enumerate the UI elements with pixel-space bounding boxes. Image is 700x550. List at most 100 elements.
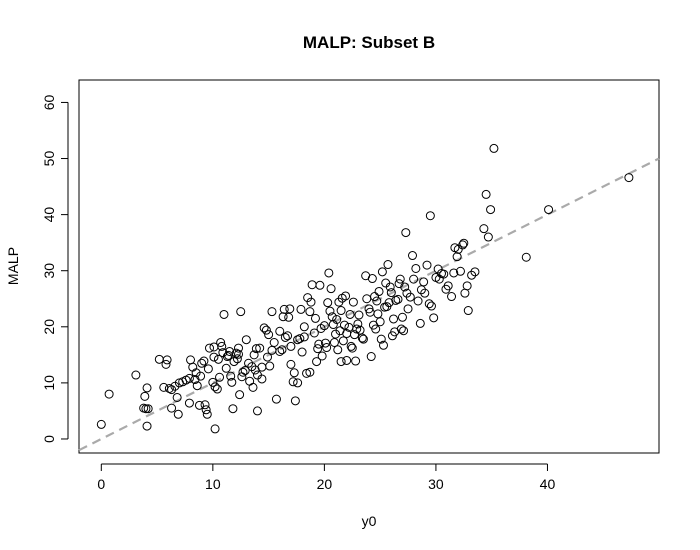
data-point xyxy=(338,336,348,346)
data-point xyxy=(336,306,346,316)
data-point xyxy=(455,266,465,276)
data-point xyxy=(462,281,472,291)
data-point xyxy=(449,268,459,278)
data-point xyxy=(225,346,235,356)
data-point xyxy=(215,372,225,382)
data-point xyxy=(354,310,364,320)
data-point xyxy=(481,189,491,199)
data-point xyxy=(252,406,262,416)
data-point xyxy=(289,368,299,378)
data-point xyxy=(192,381,202,391)
data-point xyxy=(240,366,250,376)
data-point xyxy=(346,341,356,351)
data-point xyxy=(317,351,327,361)
data-point xyxy=(286,359,296,369)
data-point xyxy=(366,352,376,362)
data-point xyxy=(411,263,421,273)
data-point xyxy=(265,361,275,371)
data-point xyxy=(234,343,243,353)
x-tick-label: 0 xyxy=(97,476,105,492)
y-axis-label: MALP xyxy=(5,247,21,285)
data-point xyxy=(367,274,377,284)
data-point xyxy=(413,296,423,306)
data-point xyxy=(489,143,499,153)
data-point xyxy=(202,409,212,419)
data-point xyxy=(275,326,285,336)
data-point xyxy=(244,358,254,368)
data-point xyxy=(386,288,396,298)
data-point xyxy=(194,400,204,410)
data-point xyxy=(241,335,251,345)
data-point xyxy=(286,341,296,351)
data-point xyxy=(425,211,435,221)
data-point xyxy=(205,343,214,353)
y-tick-label: 60 xyxy=(41,94,57,110)
data-point xyxy=(486,205,496,215)
data-point xyxy=(385,282,395,292)
data-point xyxy=(257,362,267,372)
data-point xyxy=(222,352,232,362)
x-axis-label: y0 xyxy=(362,513,377,529)
chart-title: MALP: Subset B xyxy=(303,33,435,52)
data-point xyxy=(173,409,183,419)
data-point xyxy=(231,348,241,358)
data-point xyxy=(333,345,343,355)
data-point xyxy=(141,404,151,414)
data-point xyxy=(278,312,288,322)
data-point xyxy=(371,324,381,334)
data-point xyxy=(142,383,152,393)
data-point xyxy=(351,356,361,366)
data-point xyxy=(409,274,419,284)
data-point xyxy=(196,371,206,381)
data-point xyxy=(416,285,426,295)
plot-frame xyxy=(78,79,660,454)
x-tick-label: 30 xyxy=(428,476,444,492)
data-point xyxy=(322,343,332,353)
x-tick-label: 10 xyxy=(205,476,221,492)
data-point xyxy=(277,345,287,355)
data-point xyxy=(235,390,245,400)
data-point xyxy=(403,304,413,314)
y-tick-label: 50 xyxy=(41,151,57,167)
data-point xyxy=(422,260,432,270)
data-point xyxy=(384,298,394,308)
data-point xyxy=(209,352,219,362)
data-point xyxy=(329,338,339,348)
data-point xyxy=(370,292,380,302)
data-point xyxy=(375,317,385,327)
data-point xyxy=(162,355,172,365)
data-point xyxy=(401,228,411,238)
data-point xyxy=(275,346,285,356)
data-point xyxy=(221,363,231,373)
data-point xyxy=(377,267,387,277)
data-point xyxy=(226,371,236,381)
data-point xyxy=(544,205,554,215)
data-point xyxy=(249,350,259,360)
data-point xyxy=(350,330,359,340)
data-point xyxy=(420,288,430,298)
data-point xyxy=(396,324,406,334)
data-point xyxy=(373,309,383,319)
data-point xyxy=(433,264,443,274)
data-point xyxy=(483,232,493,242)
data-point xyxy=(319,321,329,331)
data-point xyxy=(383,260,393,270)
data-point xyxy=(470,267,480,277)
data-point xyxy=(310,313,320,323)
data-point xyxy=(439,269,449,279)
data-point xyxy=(290,396,300,406)
y-tick-label: 10 xyxy=(41,375,57,391)
data-point xyxy=(325,306,335,316)
data-point xyxy=(184,398,194,408)
data-point xyxy=(143,404,153,414)
data-point xyxy=(257,374,267,384)
x-tick-label: 40 xyxy=(540,476,556,492)
data-point xyxy=(131,370,141,380)
data-point xyxy=(353,319,363,329)
data-point xyxy=(170,381,180,391)
data-point xyxy=(305,367,315,377)
data-point xyxy=(358,334,368,344)
y-tick-label: 20 xyxy=(41,319,57,335)
data-point xyxy=(191,368,201,378)
data-point xyxy=(96,419,106,429)
